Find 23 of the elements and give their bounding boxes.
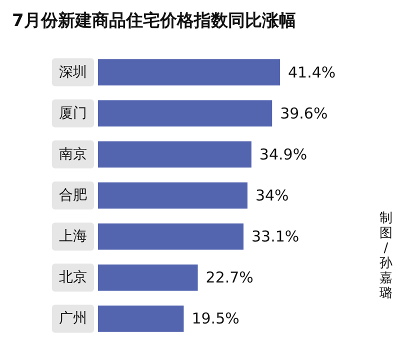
bar — [98, 141, 252, 168]
data-label: 41.4% — [288, 63, 336, 82]
y-tick-label: 广州 — [59, 310, 87, 327]
bar — [98, 100, 272, 126]
y-tick-label: 南京 — [59, 146, 87, 162]
bar — [98, 264, 198, 291]
data-label: 34.9% — [259, 145, 308, 164]
data-label: 39.6% — [280, 104, 328, 122]
text: 制图/孙嘉璐 — [380, 211, 392, 301]
data-label: 22.7% — [206, 268, 254, 287]
y-tick-label: 上海 — [59, 228, 87, 245]
bar — [98, 182, 248, 209]
chart-title: 7月份新建商品住宅价格指数同比涨幅 — [12, 11, 296, 31]
y-tick-label: 厦门 — [59, 105, 87, 122]
bar — [98, 59, 280, 86]
data-label: 33.1% — [252, 228, 300, 246]
data-label: 34% — [255, 186, 289, 204]
bar — [98, 223, 244, 250]
bar — [98, 306, 184, 332]
data-label: 19.5% — [192, 310, 240, 328]
y-tick-label: 合肥 — [59, 188, 87, 204]
y-tick-label: 北京 — [59, 270, 87, 286]
y-tick-label: 深圳 — [59, 64, 87, 80]
